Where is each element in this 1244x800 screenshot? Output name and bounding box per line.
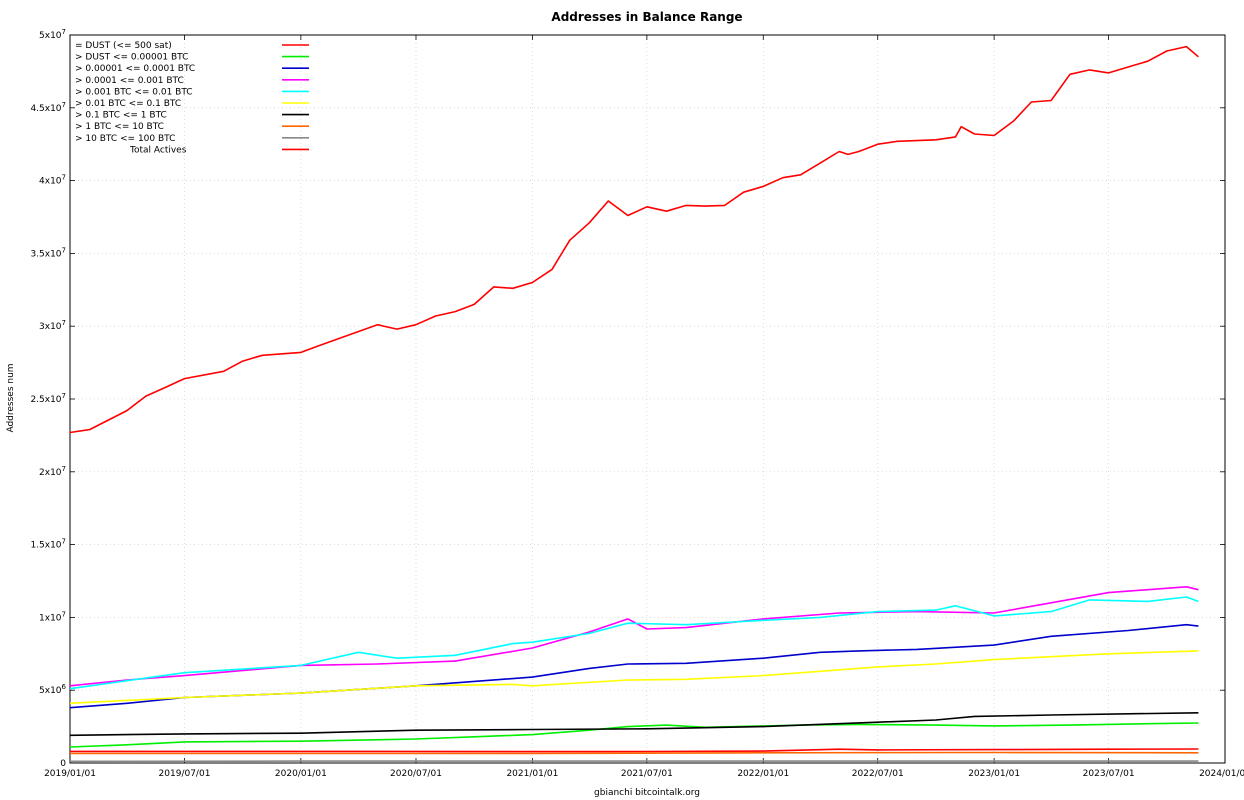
x-tick-label: 2019/07/01 <box>159 769 211 779</box>
y-tick-label-exponent: 7 <box>62 538 66 546</box>
y-tick-label-exponent: 7 <box>62 392 66 400</box>
series-6 <box>69 712 1199 737</box>
series-3 <box>69 586 1199 687</box>
y-tick-label-mantissa: 4x10 <box>39 177 62 187</box>
y-tick-label-exponent: 7 <box>62 101 66 109</box>
x-tick-label: 2020/07/01 <box>390 769 442 779</box>
legend-label: > 10 BTC <= 100 BTC <box>75 134 175 144</box>
y-tick-label-exponent: 7 <box>62 28 66 36</box>
x-tick-label: 2021/07/01 <box>621 769 673 779</box>
series-line <box>69 45 1199 434</box>
x-axis-label: gbianchi bitcointalk.org <box>594 788 700 798</box>
legend-label: > 0.001 BTC <= 0.01 BTC <box>75 87 193 97</box>
legend-label: > 0.01 BTC <= 0.1 BTC <box>75 99 181 109</box>
legend-label: > 1 BTC <= 10 BTC <box>75 122 164 132</box>
x-tick-label: 2021/01/01 <box>506 769 558 779</box>
y-tick-label-exponent: 7 <box>62 174 66 182</box>
grid-layer <box>70 35 1225 763</box>
series-0 <box>69 748 1199 753</box>
series-5 <box>69 650 1199 705</box>
y-tick-label-exponent: 7 <box>62 246 66 254</box>
x-tick-label: 2022/01/01 <box>737 769 789 779</box>
series-1 <box>69 722 1199 748</box>
series-line <box>70 751 1199 755</box>
series-line <box>69 586 1199 687</box>
y-tick-label-exponent: 6 <box>62 683 67 691</box>
y-tick-label: 4.5x107 <box>30 101 66 114</box>
y-tick-label-mantissa: 3.5x10 <box>30 249 61 259</box>
legend-label: > 0.1 BTC <= 1 BTC <box>75 111 167 121</box>
y-tick-label-exponent: 7 <box>62 610 66 618</box>
y-tick-label-exponent: 7 <box>62 465 66 473</box>
y-tick-label: 3.5x107 <box>30 246 66 259</box>
x-tick-label: 2023/07/01 <box>1083 769 1135 779</box>
legend-label: Total Actives <box>129 145 187 155</box>
y-axis-label: Addresses num <box>6 363 16 432</box>
x-tick-label: 2023/01/01 <box>968 769 1020 779</box>
legend: = DUST (<= 500 sat) > DUST <= 0.00001 BTC… <box>75 41 309 155</box>
legend-label: > 0.0001 <= 0.001 BTC <box>75 76 184 86</box>
series-line <box>69 596 1199 690</box>
legend-label: = DUST (<= 500 sat) <box>75 41 172 51</box>
x-tick-label: 2019/01/01 <box>44 769 96 779</box>
y-tick-label: 1.5x107 <box>30 538 66 551</box>
y-tick-label: 0 <box>60 759 66 769</box>
y-tick-label-mantissa: 5x10 <box>39 31 62 41</box>
y-tick-label-mantissa: 0 <box>60 759 66 769</box>
y-tick-label: 2x107 <box>39 465 66 478</box>
y-tick-label-mantissa: 3x10 <box>39 322 62 332</box>
y-tick-label-mantissa: 1.5x10 <box>30 541 61 551</box>
series-4 <box>69 596 1199 690</box>
y-tick-label-mantissa: 2.5x10 <box>30 395 61 405</box>
y-tick-label-mantissa: 4.5x10 <box>30 104 61 114</box>
series-7 <box>69 751 1199 755</box>
y-tick-label: 1x107 <box>39 610 66 623</box>
y-tick-label: 4x107 <box>39 174 66 187</box>
y-tick-label: 3x107 <box>39 319 66 332</box>
y-tick-label: 5x106 <box>39 683 67 696</box>
axes-layer: 05x1061x1071.5x1072x1072.5x1073x1073.5x1… <box>30 28 1244 779</box>
series-line <box>69 712 1199 737</box>
legend-label: > DUST <= 0.00001 BTC <box>75 53 188 63</box>
y-tick-label: 2.5x107 <box>30 392 66 405</box>
plot-frame <box>69 34 1226 764</box>
x-tick-label: 2022/07/01 <box>852 769 904 779</box>
y-tick-label: 5x107 <box>39 28 66 41</box>
y-tick-label-mantissa: 5x10 <box>39 686 62 696</box>
x-tick-label: 2024/01/01 <box>1199 769 1244 779</box>
series-line <box>69 650 1199 705</box>
chart-title: Addresses in Balance Range <box>551 10 742 24</box>
series-9 <box>69 45 1199 434</box>
y-tick-label-exponent: 7 <box>62 319 66 327</box>
legend-label: > 0.00001 <= 0.0001 BTC <box>75 64 195 74</box>
series-line <box>70 748 1199 753</box>
series-layer <box>69 45 1199 763</box>
x-tick-label: 2020/01/01 <box>275 769 327 779</box>
series-line <box>69 722 1199 748</box>
y-tick-label-mantissa: 2x10 <box>39 468 62 478</box>
y-tick-label-mantissa: 1x10 <box>39 613 62 623</box>
